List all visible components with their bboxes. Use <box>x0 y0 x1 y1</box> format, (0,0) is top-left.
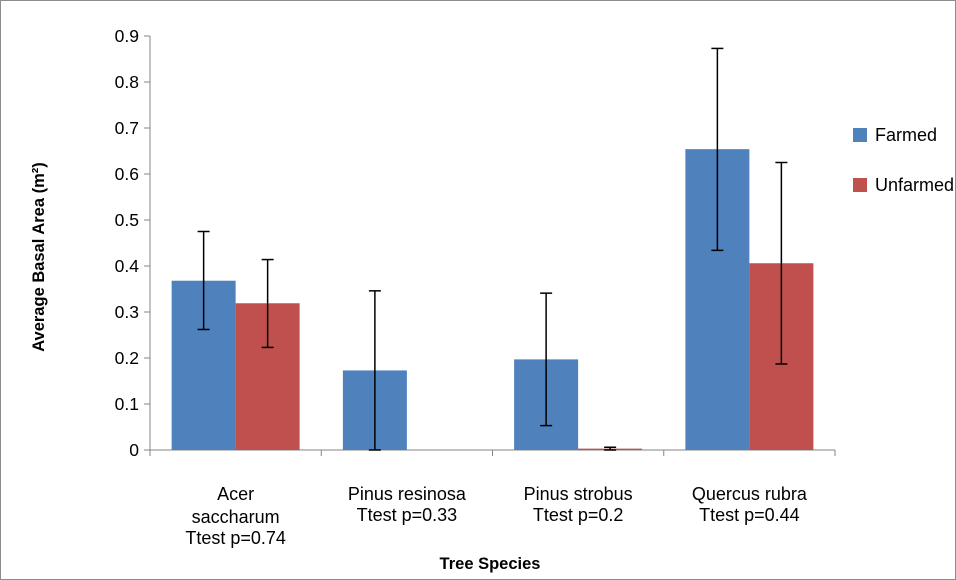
plot-area: 0 0.1 0.2 0.3 0.4 0.5 0.6 0.7 0.8 0.9 Acer saccharu… <box>115 26 836 548</box>
legend-label-farmed: Farmed <box>875 125 937 145</box>
x-category-label: Quercus rubra <box>692 484 808 504</box>
y-tick-label: 0.2 <box>115 348 139 368</box>
legend-swatch-farmed <box>853 128 867 142</box>
y-tick-label: 0 <box>129 440 139 460</box>
x-category-label: Pinus strobus <box>524 484 633 504</box>
y-tick-label: 0.6 <box>115 164 139 184</box>
y-tick-label: 0.4 <box>115 256 140 276</box>
ttest-label: Ttest p=0.2 <box>533 505 624 525</box>
y-tick-label: 0.5 <box>115 210 139 230</box>
legend: Farmed Unfarmed <box>853 125 954 195</box>
legend-swatch-unfarmed <box>853 178 867 192</box>
y-tick-label: 0.9 <box>115 26 139 46</box>
y-tick-label: 0.7 <box>115 118 139 138</box>
y-tick-label: 0.8 <box>115 72 139 92</box>
ttest-label: Ttest p=0.44 <box>699 505 800 525</box>
ttest-label: Ttest p=0.33 <box>357 505 458 525</box>
ttest-label: Ttest p=0.74 <box>185 528 286 548</box>
x-category-label: Pinus resinosa <box>348 484 467 504</box>
y-axis-title: Average Basal Area (m²) <box>30 162 48 352</box>
y-tick-label: 0.1 <box>115 394 139 414</box>
x-axis-title: Tree Species <box>440 555 541 573</box>
y-tick-label: 0.3 <box>115 302 139 322</box>
legend-label-unfarmed: Unfarmed <box>875 175 954 195</box>
x-category-label: saccharum <box>192 507 280 527</box>
x-category-label: Acer <box>217 484 254 504</box>
